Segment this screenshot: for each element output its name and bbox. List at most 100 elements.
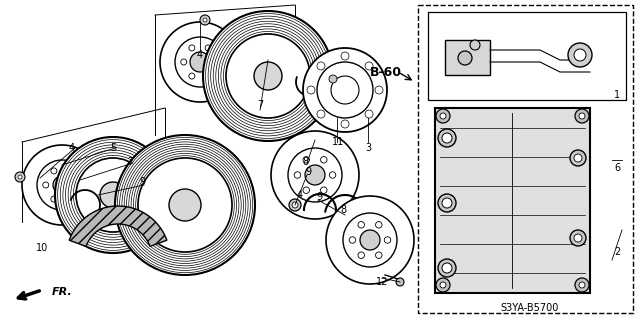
Circle shape <box>442 263 452 273</box>
Polygon shape <box>445 40 490 75</box>
Circle shape <box>76 182 81 188</box>
Circle shape <box>329 75 337 83</box>
Text: 7: 7 <box>127 157 133 167</box>
Circle shape <box>15 172 25 182</box>
Circle shape <box>438 194 456 212</box>
Circle shape <box>365 110 373 118</box>
Text: 10: 10 <box>36 243 48 253</box>
Circle shape <box>349 237 356 243</box>
Circle shape <box>190 52 210 72</box>
Text: 9: 9 <box>305 167 311 177</box>
Circle shape <box>22 145 102 225</box>
Circle shape <box>205 45 211 51</box>
Circle shape <box>321 187 327 193</box>
Circle shape <box>341 120 349 128</box>
Text: S3YA-B5700: S3YA-B5700 <box>501 303 559 313</box>
Circle shape <box>326 196 414 284</box>
Text: 7: 7 <box>257 100 263 110</box>
Text: 9: 9 <box>316 192 322 202</box>
Circle shape <box>358 252 364 258</box>
Circle shape <box>226 34 310 118</box>
Circle shape <box>307 86 315 94</box>
Circle shape <box>294 172 301 178</box>
FancyBboxPatch shape <box>435 108 590 293</box>
Circle shape <box>325 71 341 87</box>
Circle shape <box>160 22 240 102</box>
Text: FR.: FR. <box>52 287 73 297</box>
Circle shape <box>570 230 586 246</box>
Circle shape <box>321 157 327 163</box>
Text: 4: 4 <box>69 143 75 153</box>
Circle shape <box>205 73 211 79</box>
Circle shape <box>440 282 446 288</box>
Circle shape <box>189 73 195 79</box>
Text: 4: 4 <box>197 50 203 60</box>
Text: 2: 2 <box>614 247 620 257</box>
Polygon shape <box>69 206 167 246</box>
Circle shape <box>317 62 373 118</box>
Circle shape <box>376 222 382 228</box>
Circle shape <box>213 59 220 65</box>
Circle shape <box>292 202 298 208</box>
Circle shape <box>289 199 301 211</box>
Circle shape <box>303 48 387 132</box>
Circle shape <box>365 62 373 70</box>
Circle shape <box>288 148 342 202</box>
Circle shape <box>396 278 404 286</box>
Circle shape <box>470 40 480 50</box>
Circle shape <box>180 59 187 65</box>
Circle shape <box>438 129 456 147</box>
Circle shape <box>37 160 87 210</box>
Circle shape <box>575 109 589 123</box>
Circle shape <box>76 158 150 232</box>
Text: 5: 5 <box>110 143 116 153</box>
Circle shape <box>442 133 452 143</box>
Circle shape <box>18 175 22 179</box>
Text: 12: 12 <box>376 277 388 287</box>
Circle shape <box>203 11 333 141</box>
Circle shape <box>575 278 589 292</box>
Circle shape <box>330 172 336 178</box>
Circle shape <box>100 182 126 208</box>
Circle shape <box>436 109 450 123</box>
Circle shape <box>51 196 57 202</box>
Circle shape <box>138 158 232 252</box>
Circle shape <box>67 168 73 174</box>
Circle shape <box>67 196 73 202</box>
Circle shape <box>438 259 456 277</box>
Circle shape <box>358 222 364 228</box>
Circle shape <box>375 86 383 94</box>
Text: 8: 8 <box>302 157 308 167</box>
Text: 6: 6 <box>614 163 620 173</box>
Circle shape <box>43 182 49 188</box>
Circle shape <box>568 43 592 67</box>
Text: 4: 4 <box>297 190 303 200</box>
Circle shape <box>271 131 359 219</box>
Text: 1: 1 <box>614 90 620 100</box>
Circle shape <box>331 76 359 104</box>
Circle shape <box>189 45 195 51</box>
Circle shape <box>175 37 225 87</box>
Circle shape <box>376 252 382 258</box>
Circle shape <box>570 150 586 166</box>
Circle shape <box>203 18 207 22</box>
Circle shape <box>169 189 201 221</box>
Circle shape <box>317 110 325 118</box>
Circle shape <box>55 137 171 253</box>
Circle shape <box>305 165 325 185</box>
Circle shape <box>341 52 349 60</box>
Circle shape <box>436 278 450 292</box>
Circle shape <box>579 282 585 288</box>
Circle shape <box>442 198 452 208</box>
Circle shape <box>53 176 71 194</box>
Circle shape <box>51 168 57 174</box>
Circle shape <box>115 135 255 275</box>
Circle shape <box>458 51 472 65</box>
Text: 8: 8 <box>340 205 346 215</box>
Circle shape <box>574 234 582 242</box>
Circle shape <box>579 113 585 119</box>
Circle shape <box>303 157 310 163</box>
FancyBboxPatch shape <box>428 12 626 100</box>
Text: 3: 3 <box>365 143 371 153</box>
Circle shape <box>254 62 282 90</box>
